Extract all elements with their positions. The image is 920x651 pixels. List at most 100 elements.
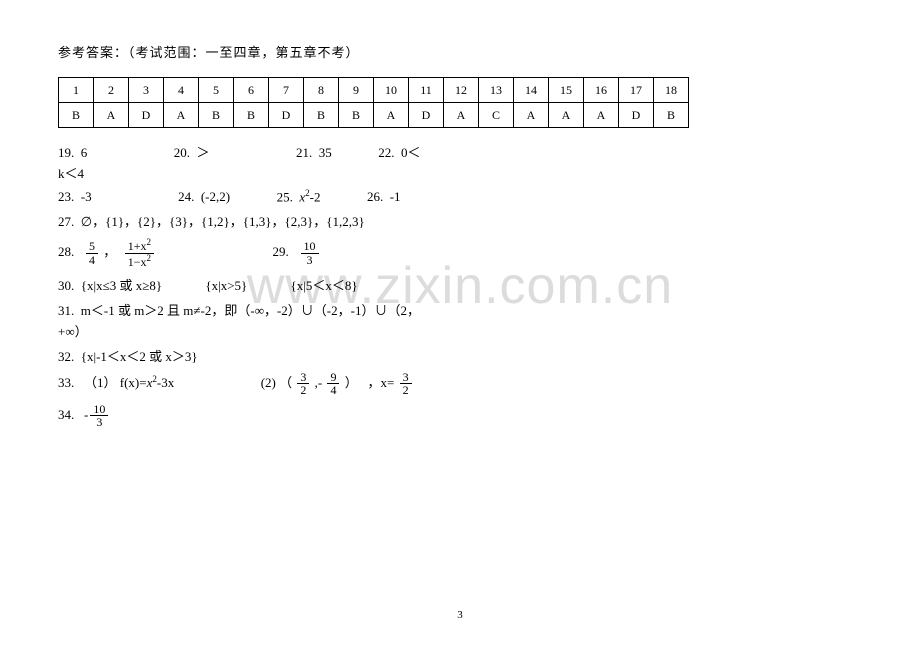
q-ans: ＞ xyxy=(197,145,210,160)
q-num: 20. xyxy=(174,145,190,160)
q-num: 34. xyxy=(58,407,74,422)
numerator: 9 xyxy=(327,371,339,385)
q-num: 27. xyxy=(58,214,74,229)
cell: D xyxy=(619,103,654,128)
answer-table: 1 2 3 4 5 6 7 8 9 10 11 12 13 14 15 16 1… xyxy=(58,77,689,128)
q-ans: {x|x≤3 或 x≥8} xyxy=(81,278,162,293)
denominator: 3 xyxy=(90,416,108,429)
cell: 15 xyxy=(549,78,584,103)
q-num: 31. xyxy=(58,303,74,318)
q-ans: ，x= xyxy=(367,375,394,390)
cell: 16 xyxy=(584,78,619,103)
q-ans: ） xyxy=(345,375,358,390)
cell: 12 xyxy=(444,78,479,103)
answer-line-28-29: 28. 54 ， 1+x2 1−x2 29. 103 xyxy=(58,238,862,268)
q-ans: -2 xyxy=(310,189,321,204)
q-num: 30. xyxy=(58,278,74,293)
cell: A xyxy=(164,103,199,128)
cell: 7 xyxy=(269,78,304,103)
q-num: 21. xyxy=(296,145,312,160)
cell: A xyxy=(549,103,584,128)
answer-line-22b: k＜4 xyxy=(58,163,862,182)
q-ans: {x|x>5} xyxy=(205,278,247,293)
q-ans: k＜4 xyxy=(58,166,84,181)
answer-line-19-22: 19. 6 20. ＞ 21. 35 22. 0＜ xyxy=(58,142,862,161)
numerator: 1+x2 xyxy=(125,238,154,254)
page-content: 参考答案：（考试范围：一至四章，第五章不考） 1 2 3 4 5 6 7 8 9… xyxy=(0,0,920,429)
cell: 11 xyxy=(409,78,444,103)
numerator: 3 xyxy=(400,371,412,385)
q-ans: -3 xyxy=(81,189,92,204)
denominator: 4 xyxy=(327,384,339,397)
q-num: 29. xyxy=(273,244,289,259)
cell: B xyxy=(339,103,374,128)
fraction: 1+x2 1−x2 xyxy=(125,238,154,268)
answer-line-34: 34. -103 xyxy=(58,403,862,429)
answer-line-33: 33. （1） f(x)=x2-3x (2) （ 32 ,- 94 ） ，x= … xyxy=(58,371,862,397)
q-ans: (-2,2) xyxy=(201,189,230,204)
denominator: 2 xyxy=(297,384,309,397)
cell: B xyxy=(199,103,234,128)
q-ans: {x|5＜x＜8} xyxy=(291,278,358,293)
cell: 14 xyxy=(514,78,549,103)
q-ans: ,- xyxy=(315,375,323,390)
q-ans: ∅，{1}，{2}，{3}，{1,2}，{1,3}，{2,3}，{1,2,3} xyxy=(81,214,365,229)
fraction: 94 xyxy=(327,371,339,397)
exponent: 2 xyxy=(147,237,152,247)
cell: 6 xyxy=(234,78,269,103)
q-ans: 0＜ xyxy=(401,145,421,160)
numerator: 5 xyxy=(86,240,98,254)
cell: 5 xyxy=(199,78,234,103)
page-title: 参考答案：（考试范围：一至四章，第五章不考） xyxy=(58,42,862,61)
q-ans: +∞） xyxy=(58,324,88,339)
cell: A xyxy=(94,103,129,128)
cell: B xyxy=(234,103,269,128)
cell: B xyxy=(654,103,689,128)
cell: D xyxy=(409,103,444,128)
fraction: 103 xyxy=(301,240,319,266)
answer-line-32: 32. {x|-1＜x＜2 或 x＞3} xyxy=(58,346,862,365)
answer-line-23-26: 23. -3 24. (-2,2) 25. x2-2 26. -1 xyxy=(58,188,862,205)
denominator: 3 xyxy=(301,254,319,267)
cell: 1 xyxy=(59,78,94,103)
fraction: 32 xyxy=(297,371,309,397)
answer-line-27: 27. ∅，{1}，{2}，{3}，{1,2}，{1,3}，{2,3}，{1,2… xyxy=(58,211,862,230)
sep: ， xyxy=(103,244,116,259)
page-number: 3 xyxy=(0,609,920,621)
q-num: 23. xyxy=(58,189,74,204)
numerator: 10 xyxy=(301,240,319,254)
q-num: 25. xyxy=(277,189,293,204)
cell: 2 xyxy=(94,78,129,103)
q-num: 33. xyxy=(58,375,74,390)
cell: D xyxy=(129,103,164,128)
fraction: 32 xyxy=(400,371,412,397)
cell: 4 xyxy=(164,78,199,103)
q-ans: -3x xyxy=(157,375,174,390)
cell: 8 xyxy=(304,78,339,103)
denominator: 2 xyxy=(400,384,412,397)
q-ans: -1 xyxy=(390,189,401,204)
numerator: 3 xyxy=(297,371,309,385)
cell: D xyxy=(269,103,304,128)
cell: A xyxy=(374,103,409,128)
q-num: 26. xyxy=(367,189,383,204)
answer-line-31b: +∞） xyxy=(58,321,862,340)
answer-line-30: 30. {x|x≤3 或 x≥8} {x|x>5} {x|5＜x＜8} xyxy=(58,275,862,294)
answer-line-31: 31. m＜-1 或 m＞2 且 m≠-2，即（-∞，-2）∪（-2，-1）∪（… xyxy=(58,300,862,319)
table-row: 1 2 3 4 5 6 7 8 9 10 11 12 13 14 15 16 1… xyxy=(59,78,689,103)
q-ans: (2) （ xyxy=(261,375,292,390)
cell: A xyxy=(514,103,549,128)
cell: 17 xyxy=(619,78,654,103)
cell: 10 xyxy=(374,78,409,103)
cell: B xyxy=(304,103,339,128)
cell: 18 xyxy=(654,78,689,103)
neg-sign: - xyxy=(84,407,88,422)
cell: 9 xyxy=(339,78,374,103)
q-ans: （1） f(x)= xyxy=(84,375,147,390)
q-num: 28. xyxy=(58,244,74,259)
table-row: B A D A B B D B B A D A C A A A D B xyxy=(59,103,689,128)
fraction: 54 xyxy=(86,240,98,266)
q-ans: m＜-1 或 m＞2 且 m≠-2，即（-∞，-2）∪（-2，-1）∪（2， xyxy=(81,303,420,318)
cell: B xyxy=(59,103,94,128)
cell: C xyxy=(479,103,514,128)
